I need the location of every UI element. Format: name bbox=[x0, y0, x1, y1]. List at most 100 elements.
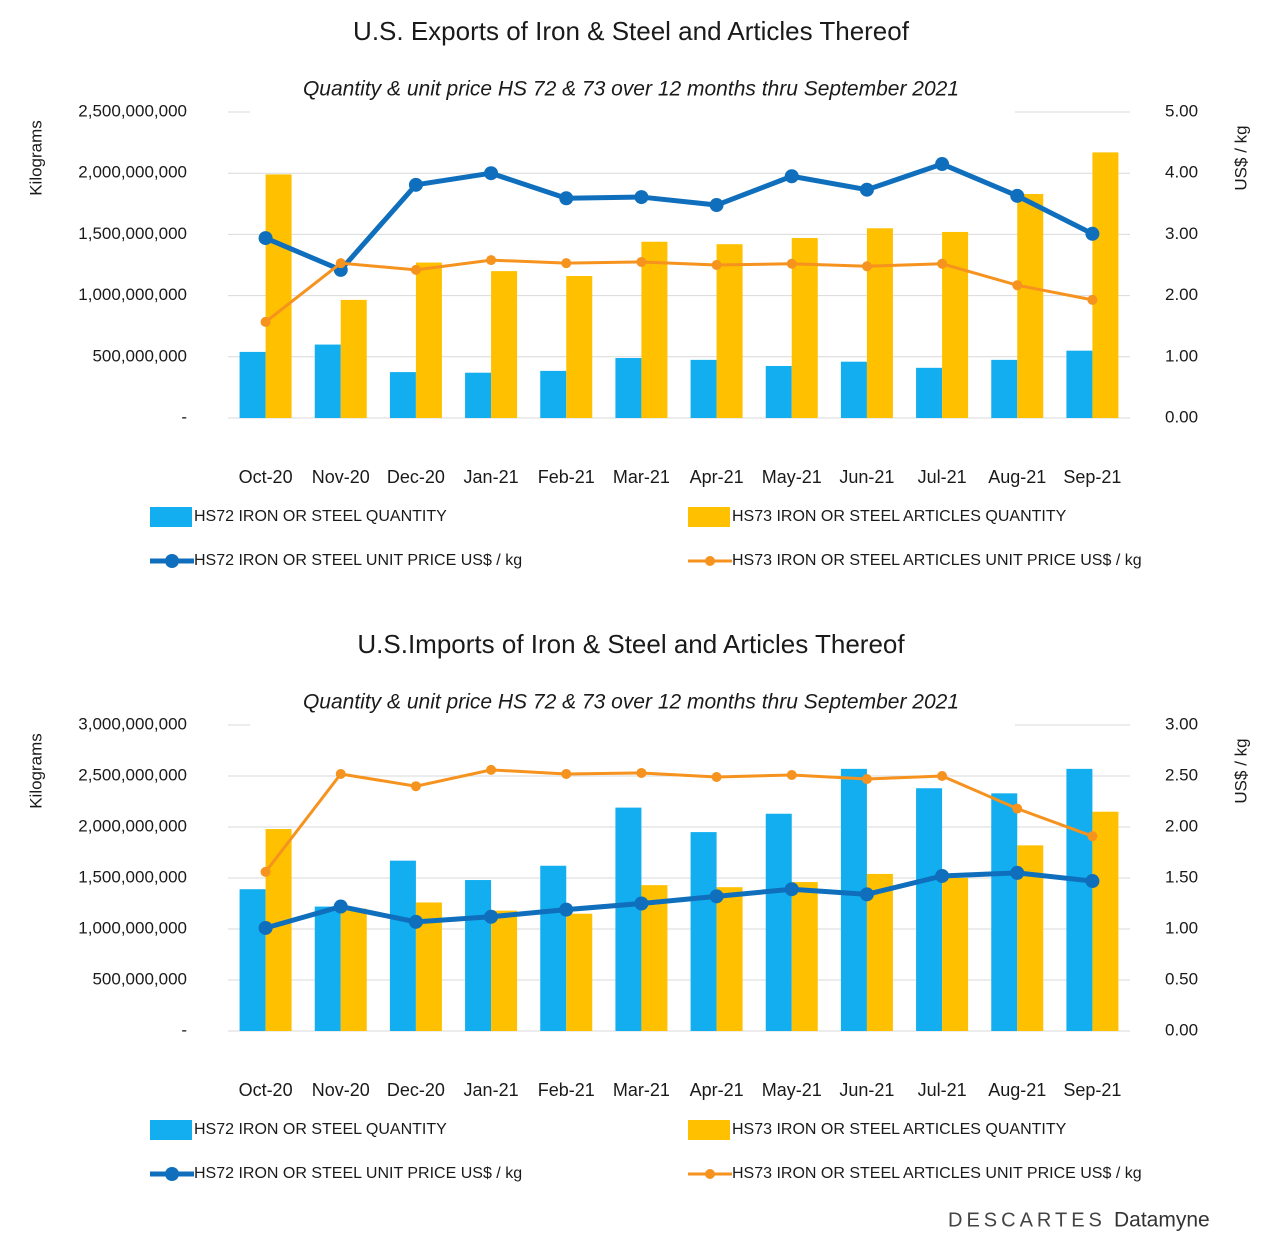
y2-tick-label: 1.50 bbox=[1165, 867, 1198, 886]
legend-label: HS73 IRON OR STEEL ARTICLES QUANTITY bbox=[732, 1121, 1067, 1138]
legend-label: HS72 IRON OR STEEL UNIT PRICE US$ / kg bbox=[194, 1165, 522, 1182]
x-tick-label: Nov-20 bbox=[312, 467, 370, 487]
line-marker bbox=[861, 774, 872, 785]
bar bbox=[340, 299, 367, 418]
x-tick-label: Aug-21 bbox=[988, 1080, 1046, 1100]
bar bbox=[540, 865, 567, 1031]
x-tick-label: Mar-21 bbox=[613, 467, 670, 487]
y2-tick-label: 0.50 bbox=[1165, 969, 1198, 988]
line-marker bbox=[408, 177, 423, 192]
line-marker bbox=[786, 769, 797, 780]
y-tick-label: - bbox=[181, 1020, 187, 1039]
bar bbox=[916, 788, 943, 1031]
x-tick-label: Jun-21 bbox=[839, 1080, 894, 1100]
subtitle-box bbox=[250, 94, 1015, 130]
line-marker bbox=[559, 902, 574, 917]
line-marker bbox=[859, 887, 874, 902]
bar bbox=[314, 344, 341, 418]
bar bbox=[1066, 768, 1093, 1031]
line-marker bbox=[711, 772, 722, 783]
line-marker bbox=[335, 258, 346, 269]
line-marker bbox=[784, 169, 799, 184]
y2-tick-label: 0.00 bbox=[1165, 407, 1198, 426]
line-marker bbox=[333, 899, 348, 914]
line bbox=[264, 258, 1093, 324]
bar bbox=[340, 908, 367, 1031]
y2-tick-label: 2.50 bbox=[1165, 765, 1198, 784]
y-tick-label: - bbox=[181, 407, 187, 426]
y-tick-label: 2,000,000,000 bbox=[78, 816, 187, 835]
bar bbox=[491, 271, 518, 418]
y-tick-label: 3,000,000,000 bbox=[78, 714, 187, 733]
y-tick-label: 1,500,000,000 bbox=[78, 867, 187, 886]
line-marker bbox=[258, 231, 273, 246]
x-tick-label: Apr-21 bbox=[690, 467, 744, 487]
line-marker bbox=[258, 920, 273, 935]
line-marker bbox=[935, 157, 950, 172]
x-tick-label: Nov-20 bbox=[312, 1080, 370, 1100]
bar bbox=[265, 174, 292, 418]
bar bbox=[791, 238, 818, 418]
y-tick-label: 1,000,000,000 bbox=[78, 285, 187, 304]
line-marker bbox=[486, 764, 497, 775]
legend-label: HS73 IRON OR STEEL ARTICLES UNIT PRICE U… bbox=[732, 552, 1142, 569]
x-tick-label: Jan-21 bbox=[464, 467, 519, 487]
bar bbox=[765, 365, 792, 418]
y-tick-label: 500,000,000 bbox=[92, 346, 187, 365]
x-tick-label: Dec-20 bbox=[387, 1080, 445, 1100]
x-tick-label: Dec-20 bbox=[387, 467, 445, 487]
x-tick-label: Sep-21 bbox=[1063, 1080, 1121, 1100]
x-tick-label: Aug-21 bbox=[988, 467, 1046, 487]
y-axis-label: Kilograms bbox=[26, 120, 45, 196]
legend-swatch bbox=[688, 1120, 730, 1140]
y-tick-label: 2,500,000,000 bbox=[78, 101, 187, 120]
bar bbox=[465, 880, 492, 1031]
line-marker bbox=[786, 258, 797, 269]
x-tick-label: Mar-21 bbox=[613, 1080, 670, 1100]
line-marker bbox=[410, 781, 421, 792]
y-tick-label: 1,000,000,000 bbox=[78, 918, 187, 937]
line-marker bbox=[784, 882, 799, 897]
x-tick-label: May-21 bbox=[762, 467, 822, 487]
bar bbox=[415, 262, 442, 418]
x-tick-label: Feb-21 bbox=[538, 467, 595, 487]
chart-subtitle: Quantity & unit price HS 72 & 73 over 12… bbox=[303, 691, 959, 714]
chart-subtitle: Quantity & unit price HS 72 & 73 over 12… bbox=[303, 78, 959, 101]
line-marker bbox=[561, 258, 572, 269]
y2-tick-label: 1.00 bbox=[1165, 918, 1198, 937]
line-marker bbox=[634, 190, 649, 205]
subtitle-box bbox=[250, 707, 1015, 743]
bar bbox=[491, 910, 518, 1031]
line-marker bbox=[260, 866, 271, 877]
x-tick-label: Oct-20 bbox=[239, 1080, 293, 1100]
bar bbox=[1092, 811, 1119, 1031]
line-marker bbox=[260, 316, 271, 327]
bar bbox=[239, 351, 266, 418]
x-tick-label: Jul-21 bbox=[918, 467, 967, 487]
bar bbox=[641, 241, 668, 418]
line-marker bbox=[1085, 226, 1100, 241]
bar bbox=[690, 359, 717, 418]
line-marker bbox=[937, 258, 948, 269]
y-tick-label: 2,000,000,000 bbox=[78, 163, 187, 182]
y-tick-label: 2,500,000,000 bbox=[78, 765, 187, 784]
line-marker bbox=[486, 255, 497, 266]
bar bbox=[1066, 350, 1093, 418]
x-tick-label: Feb-21 bbox=[538, 1080, 595, 1100]
bar bbox=[641, 885, 668, 1031]
product: Datamyne bbox=[1114, 1209, 1210, 1232]
line-marker bbox=[1087, 294, 1098, 305]
bar bbox=[566, 276, 593, 418]
line-marker bbox=[1012, 280, 1023, 291]
bar bbox=[615, 358, 642, 418]
line-marker bbox=[711, 260, 722, 270]
legend-swatch-marker bbox=[705, 1169, 715, 1179]
line-marker bbox=[861, 261, 872, 272]
bar bbox=[239, 889, 266, 1031]
y2-tick-label: 0.00 bbox=[1165, 1020, 1198, 1039]
legend-label: HS72 IRON OR STEEL UNIT PRICE US$ / kg bbox=[194, 552, 522, 569]
bar bbox=[765, 813, 792, 1031]
line-marker bbox=[561, 768, 572, 779]
